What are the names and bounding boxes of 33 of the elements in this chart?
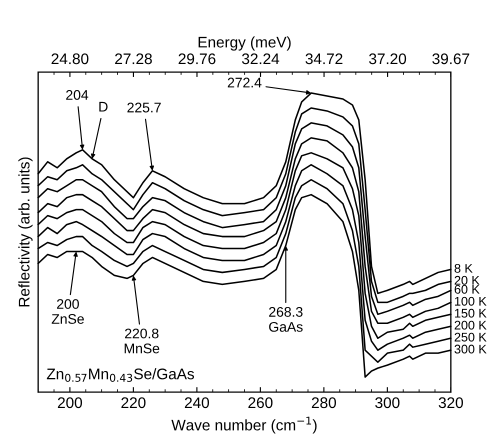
annotation: 272.4	[228, 78, 262, 88]
annotation: 268.3 GaAs	[269, 307, 303, 332]
series-label: 200 K	[454, 320, 487, 330]
series-label: 60 K	[454, 284, 480, 294]
annotation: 220.8 MnSe	[124, 328, 160, 354]
x2-tick-label: 37.20	[369, 53, 406, 64]
annotation: 225.7	[127, 102, 161, 112]
annotation: D	[99, 102, 108, 112]
y-axis-title: Reflectivity (arb. units)	[18, 157, 33, 306]
series-label: 20 K	[454, 276, 480, 285]
x-tick-label: 320	[438, 397, 464, 408]
x-tick-label: 220	[121, 397, 146, 408]
series-label: 250 K	[454, 332, 487, 342]
x-tick-label: 240	[184, 397, 210, 408]
series-label: 8 K	[454, 264, 473, 273]
series-label: 150 K	[454, 308, 487, 318]
x-tick-label: 260	[248, 397, 273, 408]
x2-tick-label: 29.76	[178, 53, 216, 64]
x2-tick-label: 39.67	[432, 53, 470, 64]
x-axis-title: Wave number (cm$^{−1}$)	[171, 416, 317, 434]
x2-axis-title: Energy (meV)	[198, 36, 291, 51]
x2-tick-label: 24.80	[52, 53, 88, 64]
x-tick-label: 300	[375, 397, 400, 408]
x2-tick-label: 34.72	[306, 53, 342, 64]
x-tick-label: 200	[58, 397, 82, 408]
annotation: 204	[66, 90, 88, 100]
x2-tick-label: 32.24	[242, 53, 280, 64]
annotation: 200 ZnSe	[52, 299, 84, 324]
x-tick-label: 280	[312, 397, 336, 408]
x2-tick-label: 27.28	[115, 53, 152, 64]
series-label: 300 K	[454, 344, 487, 354]
series-label: 100 K	[454, 296, 487, 306]
annotation: Zn$_{0.57}$Mn$_{0.43}$Se/GaAs	[46, 368, 194, 382]
